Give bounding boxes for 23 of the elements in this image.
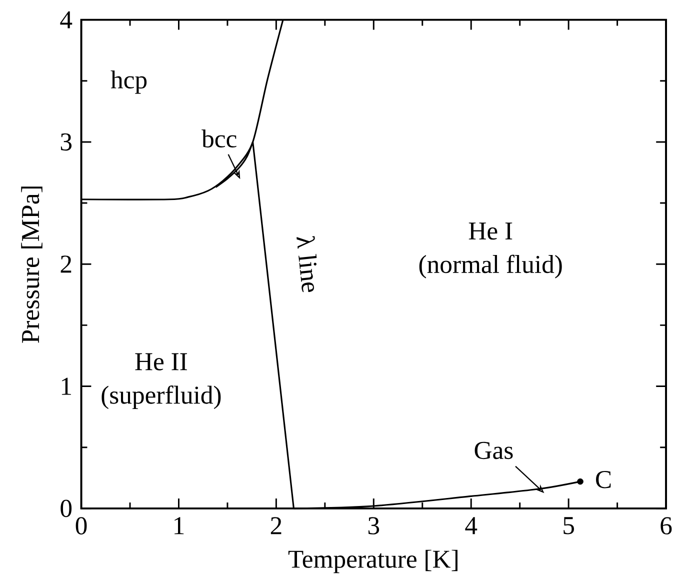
y-tick-label: 3 <box>60 133 72 151</box>
annotation: He I <box>468 222 512 240</box>
annotation: He II <box>135 353 187 370</box>
y-tick-label: 2 <box>60 256 72 273</box>
x-axis-title: Temperature [K] <box>288 550 458 574</box>
annotation: (normal fluid) <box>419 254 562 278</box>
annotation: C <box>596 471 611 488</box>
x-tick-label: 5 <box>564 517 574 534</box>
annotation: (superfluid) <box>102 386 221 410</box>
x-tick-label: 1 <box>174 517 184 534</box>
y-tick-label: 0 <box>60 500 72 518</box>
annotation: bcc <box>202 130 236 148</box>
x-tick-label: 3 <box>368 517 380 535</box>
x-tick-label: 0 <box>76 517 87 535</box>
y-tick-label: 4 <box>60 11 72 28</box>
x-tick-label: 4 <box>465 517 478 534</box>
annotation: hcp <box>110 70 147 94</box>
annotation: λ line <box>296 236 317 292</box>
x-tick-label: 6 <box>660 517 672 535</box>
annotation: Gas <box>474 442 513 460</box>
y-axis-title: Pressure [MPa] <box>21 186 42 343</box>
y-tick-label: 1 <box>62 378 71 395</box>
x-tick-label: 2 <box>270 517 282 534</box>
